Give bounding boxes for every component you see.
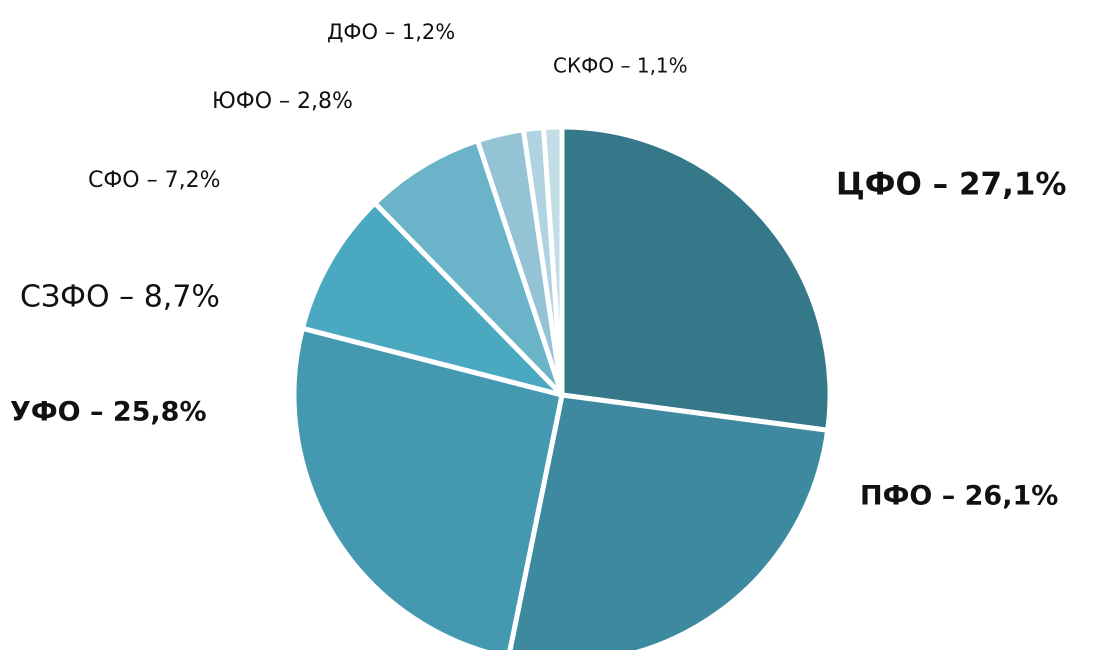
slice-label: СКФО – 1,1% (553, 54, 688, 78)
pie-slice (507, 392, 831, 650)
slice-label: СЗФО – 8,7% (20, 280, 220, 315)
slice-label: ДФО – 1,2% (327, 20, 455, 44)
pie-slice (291, 325, 565, 650)
slice-label: СФО – 7,2% (88, 168, 221, 193)
slice-label: ЦФО – 27,1% (836, 167, 1067, 203)
pie-slice (299, 200, 565, 398)
slice-label: УФО – 25,8% (10, 397, 207, 428)
pie-slice (540, 124, 565, 398)
pie-slice (559, 124, 833, 433)
slice-label: ЮФО – 2,8% (212, 89, 353, 114)
slice-label: ПФО – 26,1% (860, 481, 1058, 512)
